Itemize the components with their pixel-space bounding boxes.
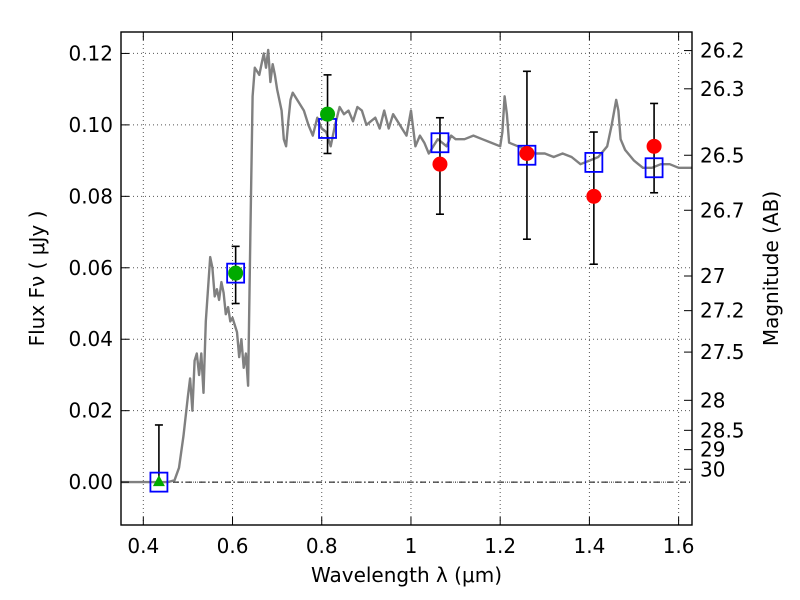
spectrum-line bbox=[121, 48, 692, 484]
y-axis-ticks: 0.00 0.02 0.04 0.06 0.08 0.10 0.12 bbox=[68, 41, 129, 494]
y-tick-label: 0.06 bbox=[68, 256, 113, 280]
right-axis-label: Magnitude (AB) bbox=[759, 191, 783, 346]
right-tick-label: 28.5 bbox=[700, 418, 745, 442]
right-tick-label: 27 bbox=[700, 264, 725, 288]
x-axis-label: Wavelength λ (μm) bbox=[311, 563, 502, 587]
square-marker bbox=[149, 471, 169, 493]
y-tick-label: 0.02 bbox=[68, 399, 113, 423]
right-tick-label: 27.2 bbox=[700, 299, 745, 323]
x-tick-label: 1.2 bbox=[484, 534, 516, 558]
circle-marker bbox=[432, 156, 448, 172]
y-tick-label: 0.04 bbox=[68, 327, 113, 351]
x-tick-label: 0.4 bbox=[127, 534, 159, 558]
right-tick-label: 29 bbox=[700, 438, 725, 462]
right-tick-label: 26.5 bbox=[700, 143, 745, 167]
square-marker bbox=[430, 132, 450, 154]
circle-marker bbox=[228, 265, 244, 281]
x-tick-label: 0.8 bbox=[306, 534, 338, 558]
x-tick-label: 1.4 bbox=[573, 534, 605, 558]
x-tick-label: 0.6 bbox=[217, 534, 249, 558]
square-marker bbox=[517, 144, 537, 166]
x-axis-ticks: 0.4 0.6 0.8 1 1.2 1.4 1.6 bbox=[127, 32, 695, 558]
triangle-marker bbox=[152, 475, 165, 487]
right-tick-label: 30 bbox=[700, 457, 725, 481]
y-axis-label: Flux Fν ( μJy ) bbox=[25, 211, 49, 347]
y-tick-label: 0.00 bbox=[68, 470, 113, 494]
photometry-points bbox=[152, 106, 662, 487]
square-marker bbox=[584, 151, 604, 173]
circle-marker bbox=[320, 106, 336, 122]
circle-marker bbox=[519, 145, 535, 161]
plot-frame bbox=[120, 31, 693, 526]
square-marker bbox=[226, 262, 246, 284]
circle-marker bbox=[586, 188, 602, 204]
x-tick-label: 1.6 bbox=[663, 534, 695, 558]
grid bbox=[121, 32, 692, 525]
model-squares bbox=[149, 118, 664, 493]
right-tick-label: 26.7 bbox=[700, 198, 745, 222]
spectrum-series bbox=[121, 48, 692, 484]
right-tick-label: 27.5 bbox=[700, 340, 745, 364]
y-tick-label: 0.10 bbox=[68, 113, 113, 137]
x-tick-label: 1 bbox=[405, 534, 418, 558]
circle-marker bbox=[646, 138, 662, 154]
right-tick-label: 28 bbox=[700, 388, 725, 412]
right-tick-label: 26.3 bbox=[700, 77, 745, 101]
right-tick-label: 26.2 bbox=[700, 39, 745, 63]
square-marker bbox=[644, 157, 664, 179]
y-tick-label: 0.08 bbox=[68, 184, 113, 208]
y-tick-label: 0.12 bbox=[68, 41, 113, 65]
